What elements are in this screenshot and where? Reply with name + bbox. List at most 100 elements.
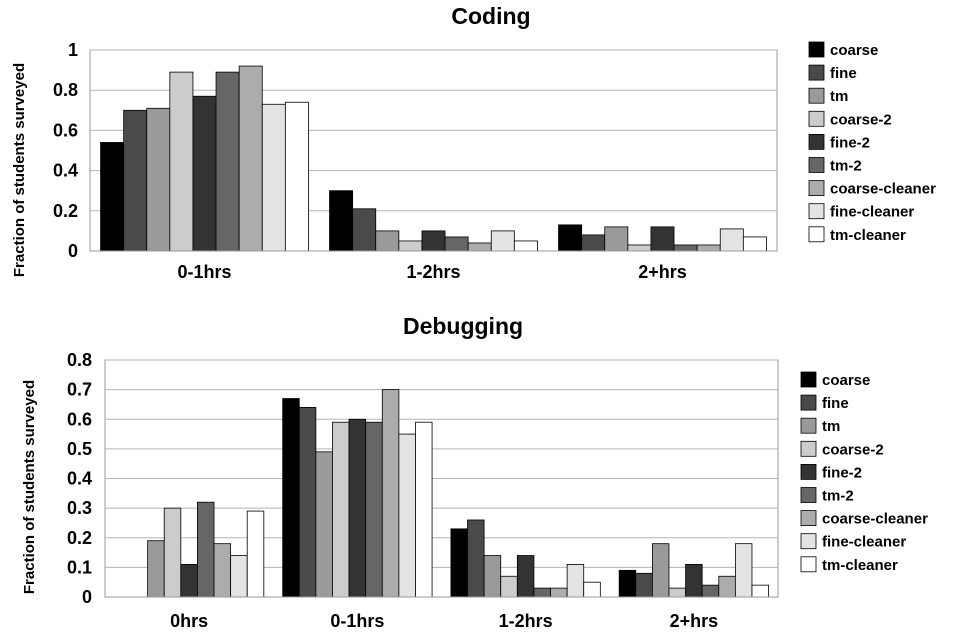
- bar: [566, 564, 585, 598]
- bar: [550, 587, 568, 598]
- bar: [192, 95, 217, 252]
- y-tick-label: 0.8: [53, 80, 78, 100]
- bar: [398, 433, 416, 598]
- y-tick-label: 0.1: [67, 557, 92, 577]
- y-tick-label: 0.4: [53, 161, 78, 181]
- bar: [213, 543, 232, 598]
- legend-label: coarse-2: [830, 111, 892, 128]
- legend-swatch: [808, 87, 825, 104]
- bar: [558, 224, 583, 252]
- legend-swatch: [800, 394, 817, 411]
- bar: [421, 230, 446, 252]
- bar: [581, 234, 606, 252]
- y-tick-label: 0.6: [53, 120, 78, 140]
- bar: [246, 510, 265, 598]
- x-tick-label: 0-1hrs: [177, 262, 231, 282]
- bar: [329, 190, 354, 252]
- legend: coarse fine tm coarse-2 fine-2 tm-2 coarse-cle…: [800, 371, 928, 574]
- x-tick-label: 2+hrs: [638, 262, 687, 282]
- y-tick-label: 0.4: [67, 469, 92, 489]
- legend-label: fine-cleaner: [830, 204, 914, 221]
- legend-swatch: [800, 533, 817, 550]
- y-tick-label: 0.2: [67, 528, 92, 548]
- bar: [147, 540, 165, 598]
- bar: [381, 389, 400, 598]
- legend-swatch: [808, 157, 825, 173]
- bar: [533, 587, 551, 598]
- bar: [284, 101, 309, 252]
- bar: [197, 501, 215, 598]
- bar: [467, 519, 485, 598]
- legend-label: tm-2: [822, 488, 854, 505]
- legend-label: fine: [830, 65, 857, 82]
- legend-label: tm: [822, 418, 840, 435]
- bar: [450, 528, 468, 598]
- legend-label: coarse: [830, 42, 878, 59]
- bar: [163, 507, 182, 598]
- bar: [365, 421, 383, 598]
- bar: [618, 569, 637, 598]
- bar: [483, 555, 502, 598]
- bar: [332, 421, 350, 598]
- bar: [100, 142, 125, 252]
- legend-label: coarse-cleaner: [830, 181, 936, 198]
- bar: [673, 244, 698, 252]
- bar: [734, 543, 753, 598]
- legend-swatch: [808, 133, 825, 150]
- bar: [490, 230, 515, 252]
- chart-title: Debugging: [403, 313, 523, 339]
- legend-label: fine-2: [830, 134, 870, 151]
- legend-swatch: [800, 440, 817, 457]
- bar: [627, 244, 652, 252]
- bar: [650, 226, 675, 252]
- bar: [215, 71, 240, 252]
- legend-label: fine: [822, 395, 849, 412]
- bar: [146, 107, 171, 252]
- bar: [180, 564, 198, 598]
- bar: [668, 587, 686, 598]
- chart-title: Coding: [451, 3, 530, 29]
- legend-label: fine-2: [822, 464, 862, 481]
- bar: [169, 71, 194, 252]
- bar: [696, 244, 721, 252]
- y-tick-label: 0.5: [67, 439, 92, 459]
- legend-label: coarse-cleaner: [822, 511, 928, 528]
- y-tick-label: 0.6: [67, 409, 92, 429]
- bar: [651, 543, 670, 598]
- y-axis-label: Fraction of students surveyed: [11, 63, 28, 277]
- bar: [751, 584, 769, 598]
- legend-label: fine-cleaner: [822, 534, 906, 551]
- bar: [261, 103, 286, 252]
- bar: [604, 226, 629, 252]
- legend-swatch: [808, 203, 825, 220]
- legend-swatch: [808, 226, 825, 243]
- legend-swatch: [800, 510, 817, 527]
- debugging-chart: Debugging Fraction of students surveyed …: [21, 313, 928, 631]
- bar: [352, 208, 377, 252]
- bar: [348, 418, 367, 598]
- bar: [315, 451, 333, 598]
- y-tick-label: 1: [68, 40, 78, 60]
- y-tick-label: 0.8: [67, 350, 92, 370]
- bar: [742, 236, 767, 252]
- bar: [500, 575, 518, 598]
- legend-swatch: [808, 64, 825, 81]
- y-tick-label: 0.3: [67, 498, 92, 518]
- legend-swatch: [800, 371, 817, 388]
- legend: coarse fine tm coarse-2 fine-2 tm-2 coarse-cle…: [808, 41, 936, 244]
- bar: [685, 564, 703, 598]
- bar: [298, 406, 317, 598]
- legend-label: coarse: [822, 372, 870, 389]
- legend-swatch: [800, 556, 817, 573]
- bar: [230, 555, 248, 598]
- bar: [635, 572, 653, 598]
- legend-swatch: [808, 110, 825, 127]
- x-tick-label: 0-1hrs: [330, 611, 384, 631]
- bar: [719, 228, 744, 252]
- bar: [718, 575, 736, 598]
- bar: [398, 240, 423, 252]
- legend-label: tm: [830, 88, 848, 105]
- y-tick-label: 0: [82, 587, 92, 607]
- legend-swatch: [808, 41, 825, 58]
